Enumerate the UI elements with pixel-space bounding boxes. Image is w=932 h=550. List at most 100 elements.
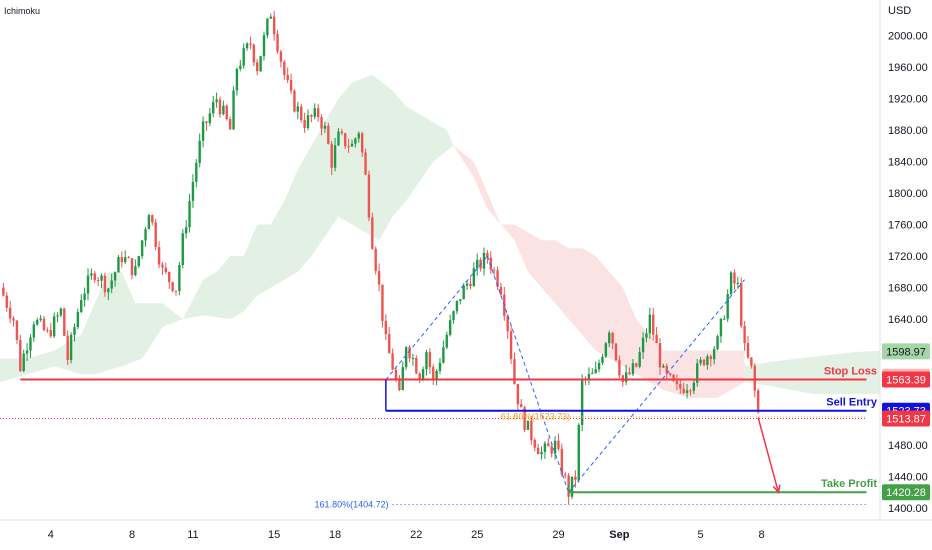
x-tick-label: 15 [268,529,280,541]
candle-body [743,326,746,344]
candle-body [235,68,239,91]
candle-body [499,286,503,295]
candle-body [641,337,645,353]
candle-body [306,115,310,129]
candle-body [509,331,513,360]
candle-body [391,353,394,370]
y-tick-label: 1640.00 [888,314,928,326]
candle-body [570,476,574,497]
candle-body [594,369,597,373]
candle-body [266,18,269,36]
candle-body [154,222,157,248]
candle-body [83,293,86,301]
candle-body [124,257,127,263]
candle-body [36,320,39,325]
candle-body [489,257,492,270]
candle-body [746,343,750,358]
indicator-label: Ichimoku [4,6,40,16]
candle-body [452,311,455,321]
candle-body [333,145,337,168]
candle-body [310,115,313,117]
candle-body [215,99,218,103]
candle-body [232,90,235,130]
candle-body [421,369,425,381]
candle-body [658,343,662,368]
candle-body [712,349,716,360]
y-tick-label: 1400.00 [888,503,928,515]
candle-body [316,108,320,118]
candle-body [252,44,256,63]
candle-body [69,334,73,361]
candle-body [689,390,692,392]
candle-body [415,357,418,374]
pattern-line-1 [385,255,488,381]
candle-body [15,320,19,340]
candle-body [455,300,459,312]
candle-body [530,420,533,441]
candle-body [191,181,195,201]
candle-body [547,443,550,447]
price-tag-label: 1563.39 [886,374,926,386]
y-tick-label: 1800.00 [888,188,928,200]
candle-body [63,308,66,336]
candle-body [726,294,729,319]
candle-body [137,256,140,267]
candle-body [313,108,316,117]
candle-body [696,363,699,383]
candle-body [117,257,120,273]
candle-body [140,240,144,257]
candle-body [513,359,516,384]
candle-body [506,315,509,332]
candle-body [438,362,442,371]
candle-body [523,407,526,430]
candle-body [398,379,401,391]
candle-body [679,384,682,389]
candle-body [719,318,723,337]
candle-body [195,162,198,182]
candle-body [702,359,706,366]
candle-body [716,336,719,350]
candle-body [465,283,469,286]
candle-body [151,215,154,223]
candle-body [408,347,411,359]
candle-body [526,420,530,430]
x-tick-label: 11 [187,529,198,541]
candle-body [577,424,580,480]
candle-body [580,378,584,425]
candle-body [188,200,191,228]
candle-body [459,299,462,301]
candle-body [750,357,753,366]
candle-body [198,140,201,163]
sell-arrow-shaft [757,417,780,493]
candle-body [245,43,249,49]
candle-body [496,270,499,287]
price-tag [882,343,930,360]
x-tick-label: 25 [471,529,483,541]
x-tick-label: 5 [698,529,704,541]
candle-body [564,474,567,476]
candle-body [25,350,29,354]
y-tick-label: 1840.00 [888,157,928,169]
candle-body [591,372,594,374]
candle-body [381,284,384,321]
candle-body [279,51,283,62]
stop-loss-label: Stop Loss [824,365,877,377]
candle-body [574,476,577,480]
candle-body [476,259,479,269]
candle-body [631,363,635,375]
y-tick-label: 1720.00 [888,251,928,263]
candle-body [394,369,398,380]
candle-body [371,217,374,249]
fib-mid-label: 61.80%(1523.73) [501,412,570,422]
candle-body [364,152,367,175]
price-tag-label: 1513.87 [886,413,926,425]
candle-body [733,272,736,284]
candle-body [357,133,360,139]
candle-body [262,35,266,57]
currency-label: USD [888,5,911,17]
candle-body [662,365,665,368]
candle-body [147,215,151,230]
candle-body [205,121,208,124]
candle-body [442,347,445,363]
